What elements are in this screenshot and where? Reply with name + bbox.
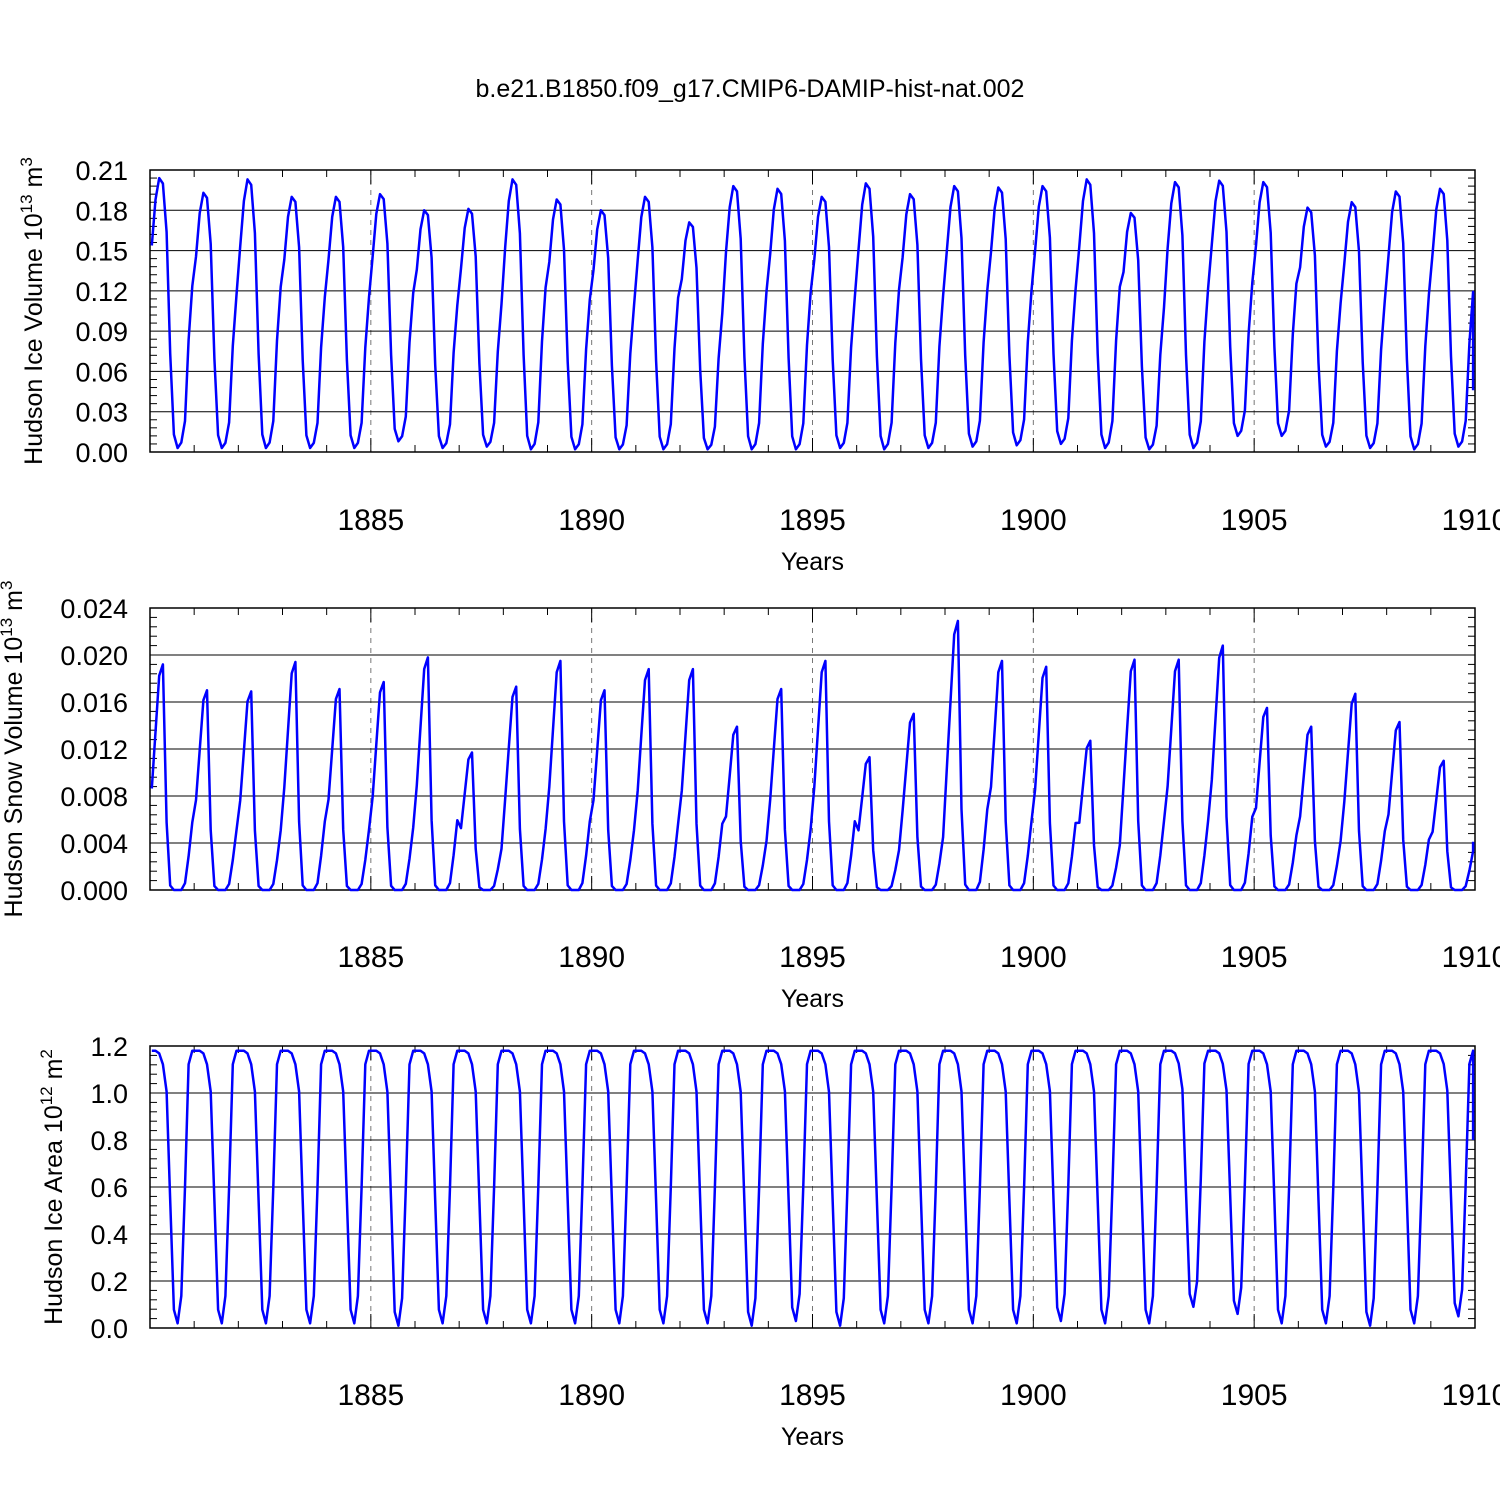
x-tick-label: 1885 — [337, 1379, 404, 1412]
x-tick-label: 1910 — [1442, 941, 1500, 974]
x-axis-title: Years — [781, 1423, 844, 1451]
chart-title: b.e21.B1850.f09_g17.CMIP6-DAMIP-hist-nat… — [476, 75, 1025, 103]
y-tick-label: 0.21 — [75, 156, 128, 186]
x-tick-label: 1895 — [779, 504, 846, 537]
y-tick-label: 0.8 — [90, 1126, 128, 1156]
y-tick-label: 0.06 — [75, 357, 128, 387]
x-axis-title: Years — [781, 985, 844, 1013]
x-tick-label: 1905 — [1221, 941, 1288, 974]
y-tick-label: 0.4 — [90, 1220, 128, 1250]
x-axis-title: Years — [781, 548, 844, 576]
x-tick-label: 1890 — [558, 504, 625, 537]
y-tick-label: 0.18 — [75, 196, 128, 226]
y-tick-label: 0.004 — [60, 829, 128, 859]
chart-panel-3: 0.0 0.2 0.4 0.6 0.8 1.0 1.2 1885 1890 1895 1900 190… — [37, 1032, 1500, 1451]
y-tick-label: 0.2 — [90, 1267, 128, 1297]
x-tick-label: 1910 — [1442, 1379, 1500, 1412]
chart-panel-2: 0.000 0.004 0.008 0.012 0.016 0.020 0.024 1885 1… — [0, 581, 1500, 1013]
x-tick-label: 1885 — [337, 941, 404, 974]
y-tick-label: 0.09 — [75, 317, 128, 347]
y-tick-label: 0.016 — [60, 688, 128, 718]
chart-panel-1: 0.00 0.03 0.06 0.09 0.12 0.15 0.18 0.21 1885 1890… — [17, 156, 1500, 576]
x-tick-label: 1910 — [1442, 504, 1500, 537]
series-line — [150, 619, 1475, 892]
x-tick-label: 1885 — [337, 504, 404, 537]
y-tick-label: 0.020 — [60, 641, 128, 671]
x-tick-label: 1900 — [1000, 504, 1067, 537]
series-line — [150, 176, 1475, 451]
y-axis-title: Hudson Snow Volume 1013 m3 — [0, 581, 28, 918]
y-tick-label: 0.00 — [75, 438, 128, 468]
y-axis-title: Hudson Ice Area 1012 m2 — [37, 1049, 68, 1325]
y-tick-label: 0.12 — [75, 277, 128, 307]
y-tick-label: 0.6 — [90, 1173, 128, 1203]
x-tick-label: 1900 — [1000, 941, 1067, 974]
x-tick-label: 1895 — [779, 1379, 846, 1412]
x-tick-label: 1905 — [1221, 1379, 1288, 1412]
x-tick-label: 1905 — [1221, 504, 1288, 537]
series-line — [151, 1049, 1475, 1327]
y-axis-title: Hudson Ice Volume 1013 m3 — [17, 157, 48, 465]
x-tick-label: 1900 — [1000, 1379, 1067, 1412]
x-tick-label: 1895 — [779, 941, 846, 974]
y-tick-label: 0.024 — [60, 594, 128, 624]
x-tick-label: 1890 — [558, 1379, 625, 1412]
y-tick-label: 0.0 — [90, 1314, 128, 1344]
y-tick-label: 0.008 — [60, 782, 128, 812]
y-tick-label: 1.0 — [90, 1079, 128, 1109]
y-tick-label: 1.2 — [90, 1032, 128, 1062]
y-tick-label: 0.03 — [75, 398, 128, 428]
y-tick-label: 0.000 — [60, 876, 128, 906]
x-tick-label: 1890 — [558, 941, 625, 974]
y-tick-label: 0.15 — [75, 237, 128, 267]
y-tick-label: 0.012 — [60, 735, 128, 765]
